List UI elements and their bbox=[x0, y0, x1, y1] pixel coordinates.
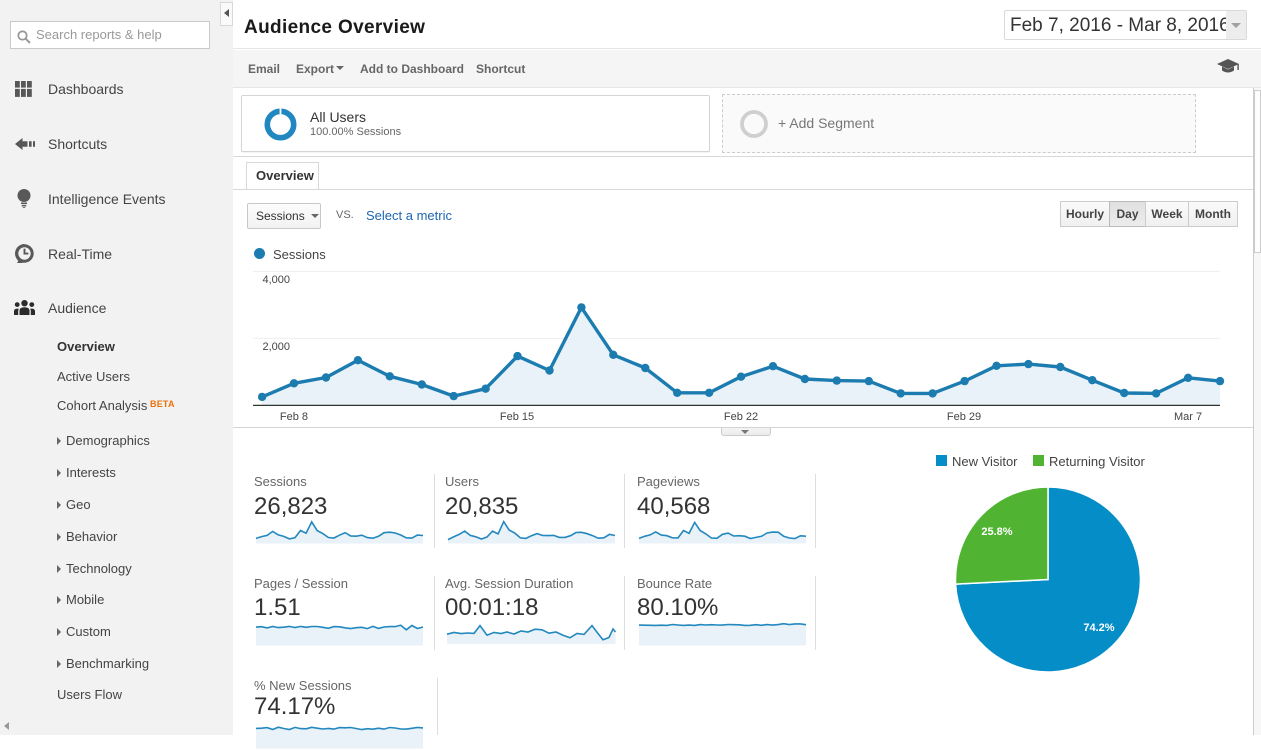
svg-text:25.8%: 25.8% bbox=[981, 526, 1012, 538]
svg-text:74.2%: 74.2% bbox=[1083, 622, 1114, 634]
